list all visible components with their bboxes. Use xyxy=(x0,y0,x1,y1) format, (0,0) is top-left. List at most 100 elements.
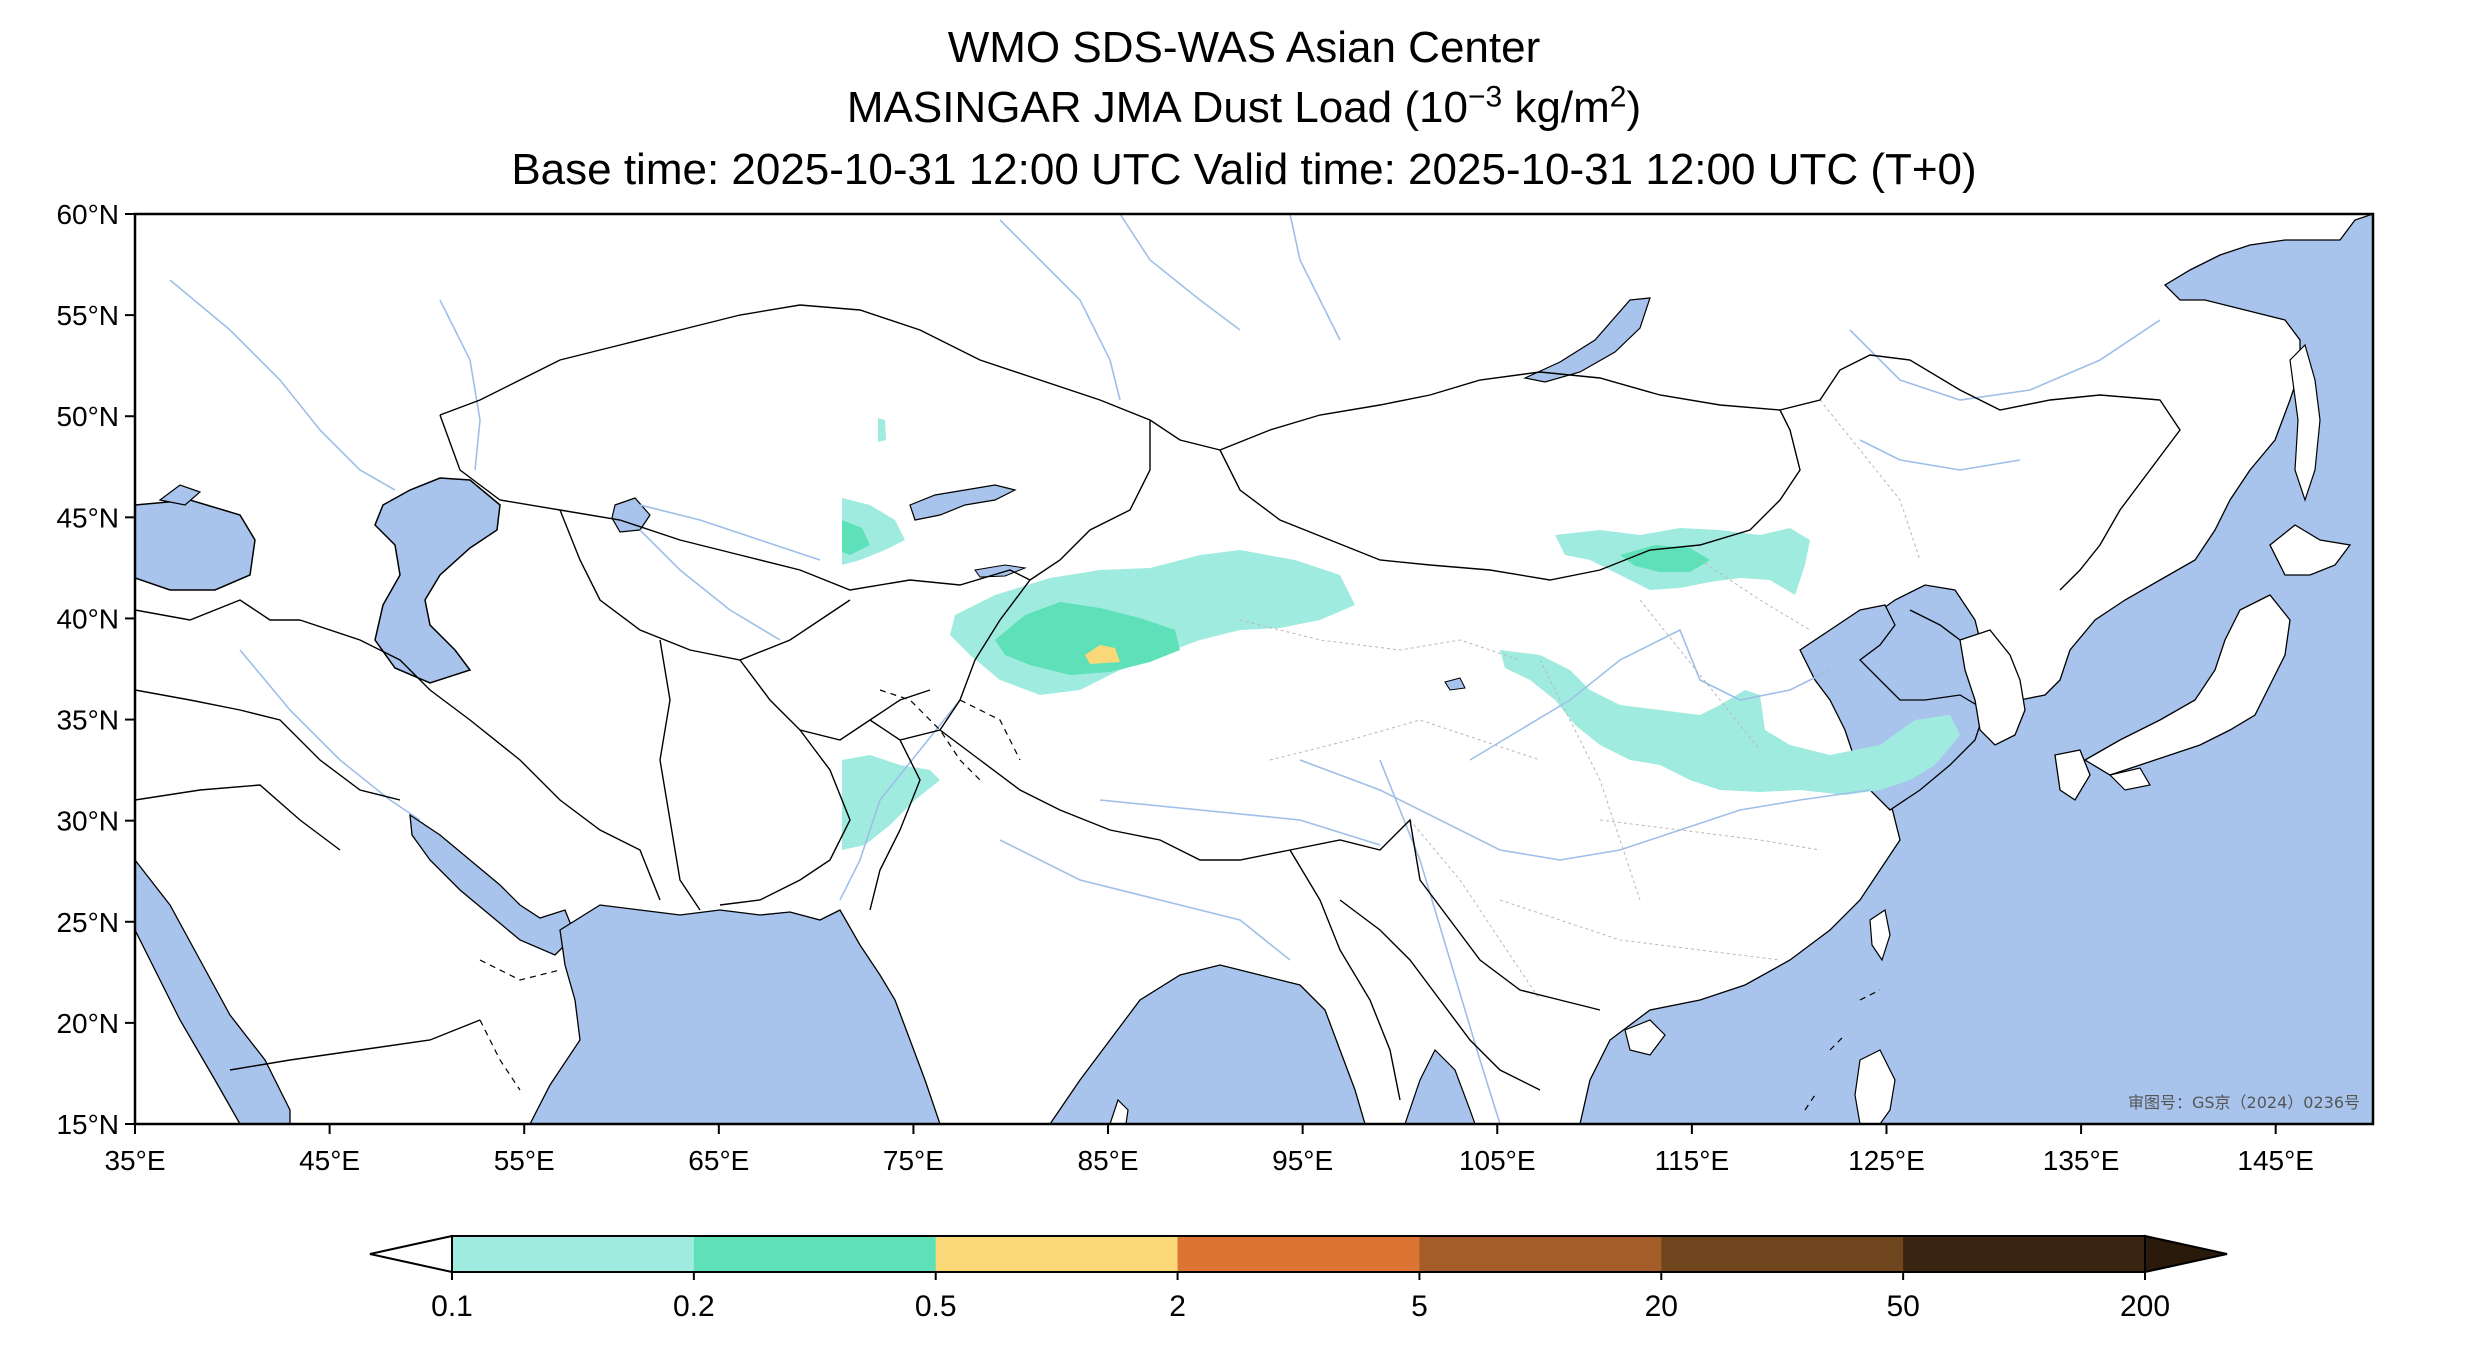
river-yangtze xyxy=(1299,759,1871,861)
black-sea xyxy=(135,499,256,591)
y-tick-label: 55°N xyxy=(56,300,119,331)
colorbar-segment xyxy=(935,1236,1179,1272)
x-tick-label: 135°E xyxy=(2043,1145,2120,1176)
taiwan xyxy=(1869,909,1891,962)
title-exponent: −3 xyxy=(1467,80,1503,114)
x-tick-label: 145°E xyxy=(2237,1145,2314,1176)
title-line-2-prefix: MASINGAR JMA Dust Load (10 xyxy=(846,83,1468,132)
province-border-9 xyxy=(1409,819,1541,1001)
y-tick-label: 45°N xyxy=(56,502,119,533)
colorbar-tick-label: 200 xyxy=(2120,1290,2170,1323)
river-syr-darya xyxy=(639,504,821,561)
river-songhua xyxy=(1859,439,2021,471)
river-indus xyxy=(839,699,961,901)
x-tick-label: 35°E xyxy=(104,1145,165,1176)
y-tick-label: 50°N xyxy=(56,401,119,432)
river-irtysh xyxy=(999,219,1121,401)
colorbar-segment xyxy=(693,1236,937,1272)
border-southeast-asia xyxy=(1339,899,1541,1091)
x-tick-label: 65°E xyxy=(688,1145,749,1176)
disputed-border-south-china-sea-3 xyxy=(1804,1094,1816,1111)
colorbar-tick-label: 20 xyxy=(1645,1290,1678,1323)
colorbar-segment xyxy=(1177,1236,1420,1272)
border-central-asia-1 xyxy=(559,509,851,661)
river-amur xyxy=(1849,319,2161,401)
border-iran-afghanistan xyxy=(659,639,701,911)
colorbar-tick-label: 2 xyxy=(1169,1290,1186,1323)
colorbar-segment xyxy=(1661,1236,1904,1272)
border-russia-mongolia xyxy=(1219,371,1781,451)
map-area: 审图号：GS京（2024）0236号 xyxy=(135,214,2373,1124)
border-iran xyxy=(299,619,661,901)
border-arabia xyxy=(135,784,341,851)
river-tigris xyxy=(239,649,421,821)
border-arabia-south xyxy=(229,1019,481,1071)
province-border-6 xyxy=(1499,899,1781,961)
colorbar-segment xyxy=(1903,1236,2146,1272)
dust-contours xyxy=(842,418,1960,850)
y-tick-label: 35°N xyxy=(56,705,119,736)
border-russia-china xyxy=(1779,354,2181,591)
province-border-1 xyxy=(1239,619,1521,661)
luzon xyxy=(1854,1049,1896,1124)
andaman-sea xyxy=(1404,1048,1476,1124)
title-line-2: MASINGAR JMA Dust Load (10−3 kg/m2) xyxy=(0,82,2488,134)
lake-balkhash xyxy=(909,484,1017,521)
border-central-asia-2 xyxy=(739,659,931,741)
colorbar-tick-label: 0.1 xyxy=(431,1290,473,1323)
country-borders xyxy=(135,304,2181,1101)
x-tick-label: 95°E xyxy=(1272,1145,1333,1176)
province-border-4 xyxy=(1639,599,1761,751)
border-myanmar xyxy=(1289,849,1401,1101)
x-tick-label: 125°E xyxy=(1848,1145,1925,1176)
border-turkey xyxy=(135,599,300,621)
colorbar-segment xyxy=(1419,1236,1662,1272)
title-line-1: WMO SDS-WAS Asian Center xyxy=(947,23,1541,72)
y-tick-label: 20°N xyxy=(56,1008,119,1039)
disputed-border-aksai-chin xyxy=(959,699,1021,761)
title-line-3: Base time: 2025-10-31 12:00 UTC Valid ti… xyxy=(511,145,1977,194)
border-korea-china xyxy=(1909,609,1961,641)
disputed-borders xyxy=(479,689,1881,1111)
province-border-2 xyxy=(1269,719,1541,761)
x-tick-label: 45°E xyxy=(299,1145,360,1176)
red-sea xyxy=(135,858,291,1124)
disputed-border-south-china-sea-1 xyxy=(1859,989,1881,1001)
rivers xyxy=(169,214,2161,1124)
korea-peninsula xyxy=(1959,629,2026,746)
border-afghanistan-pakistan xyxy=(719,729,851,906)
border-middle-east xyxy=(135,689,401,801)
river-ganges xyxy=(999,839,1291,961)
border-pakistan-india xyxy=(869,739,921,911)
lake-baikal xyxy=(1523,297,1651,383)
border-china-mongolia xyxy=(1219,409,1801,581)
x-tick-label: 75°E xyxy=(883,1145,944,1176)
sea-of-azov xyxy=(158,484,202,506)
river-ob xyxy=(1119,214,1241,331)
japan-hokkaido xyxy=(2269,524,2352,576)
river-mekong xyxy=(1379,759,1501,1124)
disputed-border-arabia-2 xyxy=(479,1019,521,1091)
title-line-2-middle: kg/m xyxy=(1502,83,1610,132)
colorbar-frame xyxy=(451,1235,2146,1273)
dust-pakistan xyxy=(842,755,940,850)
colorbar: 0.1 0.2 0.5 2 5 20 50 200 xyxy=(369,1234,2228,1323)
title-exponent-2: 2 xyxy=(1609,80,1627,114)
x-tick-label: 105°E xyxy=(1459,1145,1536,1176)
dust-gobi-core xyxy=(1620,545,1710,572)
border-china-india xyxy=(939,729,1601,1011)
japan-kyushu xyxy=(2054,749,2091,801)
disputed-border-arabia-1 xyxy=(479,959,561,981)
x-tick-label: 85°E xyxy=(1078,1145,1139,1176)
title-line-2-suffix: ) xyxy=(1626,83,1642,132)
river-brahmaputra xyxy=(1099,799,1381,846)
province-border-7 xyxy=(1819,399,1921,561)
japan-honshu xyxy=(2083,594,2291,776)
qinghai-lake xyxy=(1444,677,1466,691)
y-tick-label: 25°N xyxy=(56,907,119,938)
river-amu-darya xyxy=(639,529,781,641)
colorbar-tick-label: 0.5 xyxy=(915,1290,957,1323)
approval-number: 审图号：GS京（2024）0236号 xyxy=(2128,1093,2360,1112)
river-yellow xyxy=(1469,628,1831,761)
